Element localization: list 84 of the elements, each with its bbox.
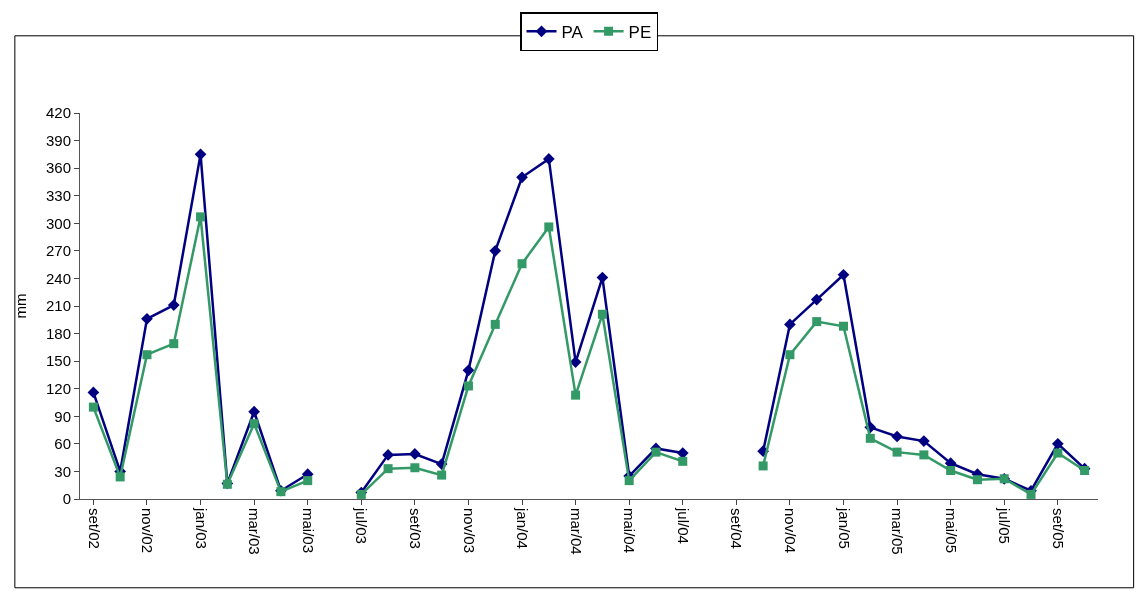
point [196, 212, 206, 222]
point [624, 476, 634, 486]
point [810, 293, 823, 306]
point [517, 259, 527, 269]
y-tick-label: 420 [45, 104, 71, 122]
point [597, 309, 607, 319]
y-tick-label: 270 [45, 242, 71, 260]
point [462, 364, 475, 377]
legend-label: PA [561, 22, 584, 42]
y-tick-label: 60 [54, 435, 71, 453]
x-tick-label: jul/04 [674, 507, 692, 544]
x-tick-label: mai/04 [621, 508, 639, 554]
point [141, 313, 153, 325]
x-tick-label: mai/03 [299, 508, 317, 554]
point [784, 318, 796, 331]
point [249, 419, 259, 429]
point [167, 299, 180, 311]
point [410, 463, 420, 473]
point [248, 405, 260, 418]
y-axis-title: mm [12, 293, 30, 319]
point [542, 153, 555, 165]
x-tick-label: jan/03 [192, 507, 210, 549]
point [490, 319, 500, 329]
y-tick-label: 360 [45, 159, 71, 177]
x-tick-label: set/03 [406, 508, 424, 549]
point [812, 317, 822, 327]
point [437, 470, 447, 480]
point [1026, 489, 1036, 499]
point [1051, 438, 1064, 450]
point [946, 466, 956, 476]
point [383, 464, 393, 474]
point [758, 461, 768, 471]
point [489, 245, 502, 257]
y-tick-label: 120 [45, 379, 71, 397]
point [865, 433, 875, 443]
point [516, 171, 528, 184]
point [409, 448, 421, 460]
x-tick-label: jul/05 [996, 507, 1014, 544]
point [169, 339, 179, 349]
point [891, 430, 903, 443]
point [785, 350, 795, 360]
y-tick-label: 390 [45, 131, 71, 149]
point [463, 381, 473, 391]
x-tick-label: jul/03 [353, 507, 371, 544]
x-tick-label: nov/02 [139, 508, 157, 554]
x-tick-label: nov/03 [460, 508, 478, 554]
y-tick-label: 240 [45, 269, 71, 287]
point [678, 456, 688, 466]
point [115, 472, 125, 482]
y-tick-label: 210 [45, 297, 71, 315]
x-tick-label: mar/03 [246, 508, 264, 555]
point [382, 449, 394, 461]
x-tick-label: nov/04 [782, 508, 800, 554]
y-tick-label: 150 [45, 352, 71, 370]
y-tick-label: 30 [54, 462, 71, 480]
x-tick-label: set/05 [1049, 508, 1067, 549]
x-tick-label: mar/04 [567, 508, 585, 555]
point [142, 350, 152, 360]
point [87, 386, 100, 399]
point [919, 450, 929, 460]
point [892, 447, 902, 457]
point [1053, 448, 1063, 458]
x-tick-label: set/04 [728, 508, 746, 549]
point [972, 475, 982, 485]
x-tick-label: mai/05 [942, 508, 960, 554]
point [303, 476, 313, 486]
point [651, 447, 661, 457]
point [837, 268, 850, 281]
x-tick-label: jan/04 [514, 507, 532, 549]
legend-label: PE [628, 22, 652, 42]
x-tick-label: set/02 [85, 508, 103, 549]
point [88, 402, 98, 412]
point [544, 222, 554, 232]
y-tick-label: 180 [45, 324, 71, 342]
x-tick-label: jan/05 [835, 507, 853, 549]
y-tick-label: 0 [62, 490, 71, 508]
x-tick-label: mar/05 [889, 508, 907, 555]
y-tick-label: 330 [45, 186, 71, 204]
point [1080, 466, 1090, 476]
point [918, 435, 930, 447]
y-tick-label: 300 [45, 214, 71, 232]
y-tick-label: 90 [54, 407, 71, 425]
point [571, 390, 581, 400]
point [839, 321, 848, 331]
